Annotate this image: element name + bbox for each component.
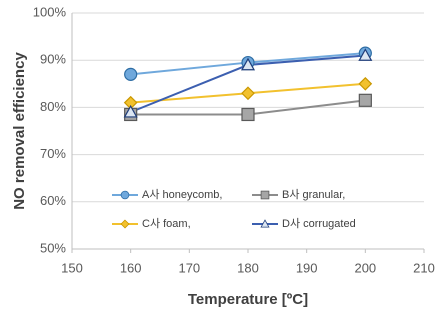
y-tick-label: 100%	[33, 4, 67, 19]
point	[358, 48, 373, 61]
point	[124, 67, 138, 81]
legend-label: A사 honeycomb,	[142, 188, 222, 201]
x-tick-label: 210	[413, 260, 435, 275]
x-tick-label: 200	[354, 260, 376, 275]
point	[240, 57, 256, 71]
x-tick-label: 190	[296, 260, 318, 275]
x-axis-title: Temperature [ºC]	[188, 291, 308, 308]
legend-marker	[260, 190, 270, 200]
point	[241, 107, 255, 122]
x-tick-label: 170	[178, 260, 200, 275]
y-tick-label: 50%	[40, 240, 66, 255]
point	[123, 104, 138, 118]
point	[241, 86, 255, 101]
legend-label: C사 foam,	[142, 217, 191, 230]
y-tick-label: 60%	[40, 193, 66, 208]
point	[358, 93, 372, 107]
y-tick-label: 70%	[40, 146, 66, 161]
legend-marker	[120, 190, 130, 200]
legend-marker	[260, 219, 270, 228]
legend-marker	[120, 219, 130, 229]
legend-label: D사 corrugated	[282, 217, 356, 230]
x-tick-label: 160	[120, 260, 142, 275]
legend-label: B사 granular,	[282, 188, 345, 201]
y-axis-title: NO removal efficiency	[11, 52, 28, 210]
x-tick-label: 150	[61, 260, 83, 275]
x-tick-label: 180	[237, 260, 259, 275]
point	[358, 76, 373, 91]
y-tick-label: 80%	[40, 99, 66, 114]
y-tick-label: 90%	[40, 52, 66, 67]
